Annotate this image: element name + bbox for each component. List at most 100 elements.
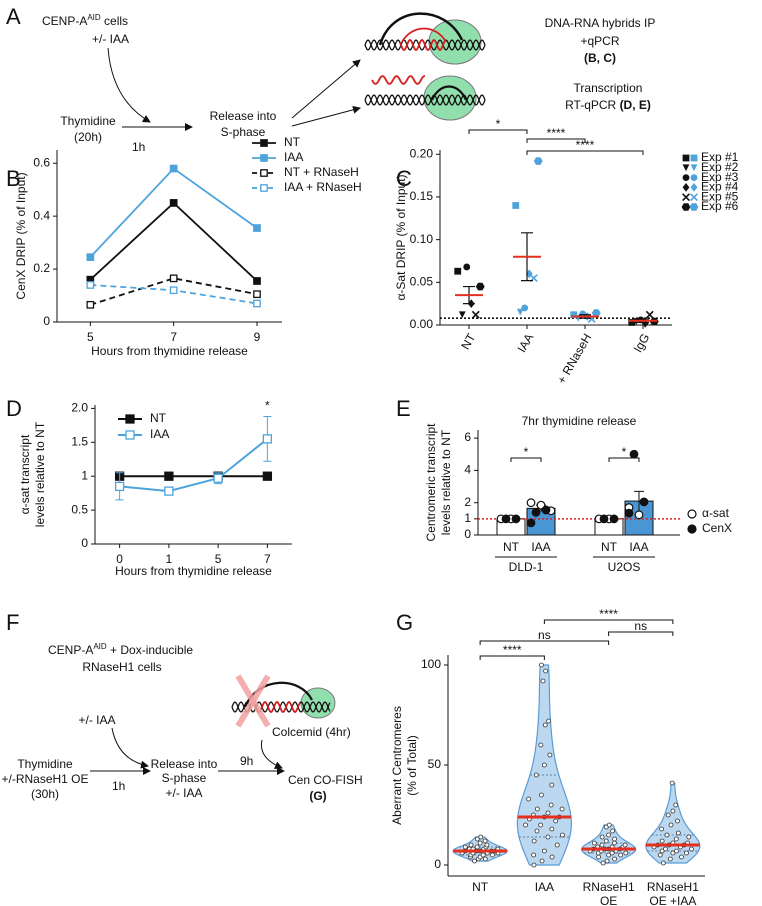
data-point xyxy=(539,662,544,668)
cross-out xyxy=(235,674,271,728)
data-point xyxy=(628,319,636,326)
assay-ref: (B, C) xyxy=(584,51,616,65)
y-tick-label: 1 xyxy=(81,468,88,482)
data-point xyxy=(86,281,95,289)
legend-marker xyxy=(687,524,697,534)
data-point xyxy=(458,311,466,319)
x-tick-label: 1 xyxy=(166,552,173,566)
y-axis-label: α-sat transcript xyxy=(18,434,32,514)
arrow xyxy=(291,105,361,127)
data-point xyxy=(639,497,649,507)
cell-line: RNaseH1 cells xyxy=(82,660,161,674)
data-point xyxy=(531,507,541,517)
significance-bracket xyxy=(608,457,640,462)
legend-label: IAA + RNaseH xyxy=(284,180,362,194)
r-loop xyxy=(378,12,464,46)
data-point xyxy=(545,834,551,840)
data-point xyxy=(253,299,261,308)
data-point xyxy=(679,854,684,860)
y-tick-label: 0.10 xyxy=(410,232,434,246)
significance-label: * xyxy=(496,117,501,131)
data-point xyxy=(213,473,223,483)
legend-marker xyxy=(690,193,698,202)
data-point xyxy=(591,840,597,846)
step: Cen CO-FISH xyxy=(288,773,363,787)
x-tick-label: + RNaseH xyxy=(554,331,594,386)
x-tick-label: IAA xyxy=(629,540,648,554)
significance-label: **** xyxy=(576,138,595,152)
step: Release into xyxy=(210,109,277,123)
text: + Dox-inducible xyxy=(107,643,194,657)
assay-ref: (G) xyxy=(309,789,326,803)
data-point xyxy=(523,822,528,828)
data-point xyxy=(670,850,676,856)
data-point xyxy=(553,818,559,824)
x-axis-label: Hours from thymidine release xyxy=(115,564,272,578)
data-point xyxy=(478,834,484,840)
data-point xyxy=(545,810,551,816)
data-point xyxy=(475,282,485,291)
data-point xyxy=(540,678,546,684)
y-tick-label: 0.5 xyxy=(71,502,88,516)
duration: 1h xyxy=(132,140,145,154)
data-point xyxy=(684,850,689,856)
x-tick-label: OE +IAA xyxy=(649,894,696,906)
y-tick-label: 1.5 xyxy=(71,434,88,448)
arrow xyxy=(111,727,149,769)
text: cells xyxy=(101,14,128,28)
significance-label: **** xyxy=(599,607,618,621)
significance-label: * xyxy=(524,445,529,459)
data-point xyxy=(516,308,524,316)
data-point xyxy=(526,796,532,802)
panel-letter: F xyxy=(6,610,19,635)
data-point xyxy=(663,846,668,852)
data-point xyxy=(612,856,617,862)
significance-label: ns xyxy=(634,619,647,633)
arrow xyxy=(291,59,361,119)
legend-label: Exp #6 xyxy=(701,199,739,213)
data-point xyxy=(472,858,477,864)
cell-line: CENP-AAID + Dox-inducible xyxy=(48,642,193,658)
panel-letter: C xyxy=(396,166,412,191)
data-point xyxy=(86,253,95,262)
data-point xyxy=(462,844,468,850)
data-point xyxy=(253,224,261,232)
x-tick-label: 5 xyxy=(87,330,94,344)
significance-bracket xyxy=(510,457,542,462)
rna-strand xyxy=(399,38,446,52)
x-tick-label: OE xyxy=(600,894,617,906)
x-tick-label: IAA xyxy=(515,331,537,355)
step: S-phase xyxy=(221,125,266,139)
data-point xyxy=(539,792,544,798)
polymerase xyxy=(428,19,482,65)
legend-label: Exp #1 xyxy=(701,150,739,164)
arrow xyxy=(107,47,151,123)
x-tick-label: RNaseH1 xyxy=(583,880,635,894)
data-point xyxy=(660,860,666,866)
data-point xyxy=(599,834,605,840)
group-label: U2OS xyxy=(608,560,641,574)
step: S-phase xyxy=(162,771,207,785)
data-point xyxy=(591,309,601,317)
x-tick-label: NT xyxy=(601,540,618,554)
x-tick-label: 7 xyxy=(170,330,177,344)
y-tick-label: 4 xyxy=(464,463,471,477)
series-line xyxy=(89,167,258,258)
data-point xyxy=(538,822,543,828)
x-tick-label: 9 xyxy=(254,330,261,344)
data-point xyxy=(164,471,174,481)
data-point xyxy=(474,844,480,850)
significance-bracket xyxy=(543,619,674,624)
legend-marker xyxy=(690,154,698,162)
data-point xyxy=(543,668,549,674)
legend-label: Exp #3 xyxy=(701,170,739,184)
data-point xyxy=(482,838,488,844)
series-line xyxy=(89,201,258,282)
significance-label: **** xyxy=(547,126,566,140)
y-axis-label: CenX DRIP (% of Input) xyxy=(14,172,28,299)
legend-label: NT xyxy=(284,135,301,149)
y-tick-label: 0.4 xyxy=(33,208,50,222)
y-tick-label: 0.00 xyxy=(410,317,434,331)
text: RT-qPCR xyxy=(565,98,619,112)
